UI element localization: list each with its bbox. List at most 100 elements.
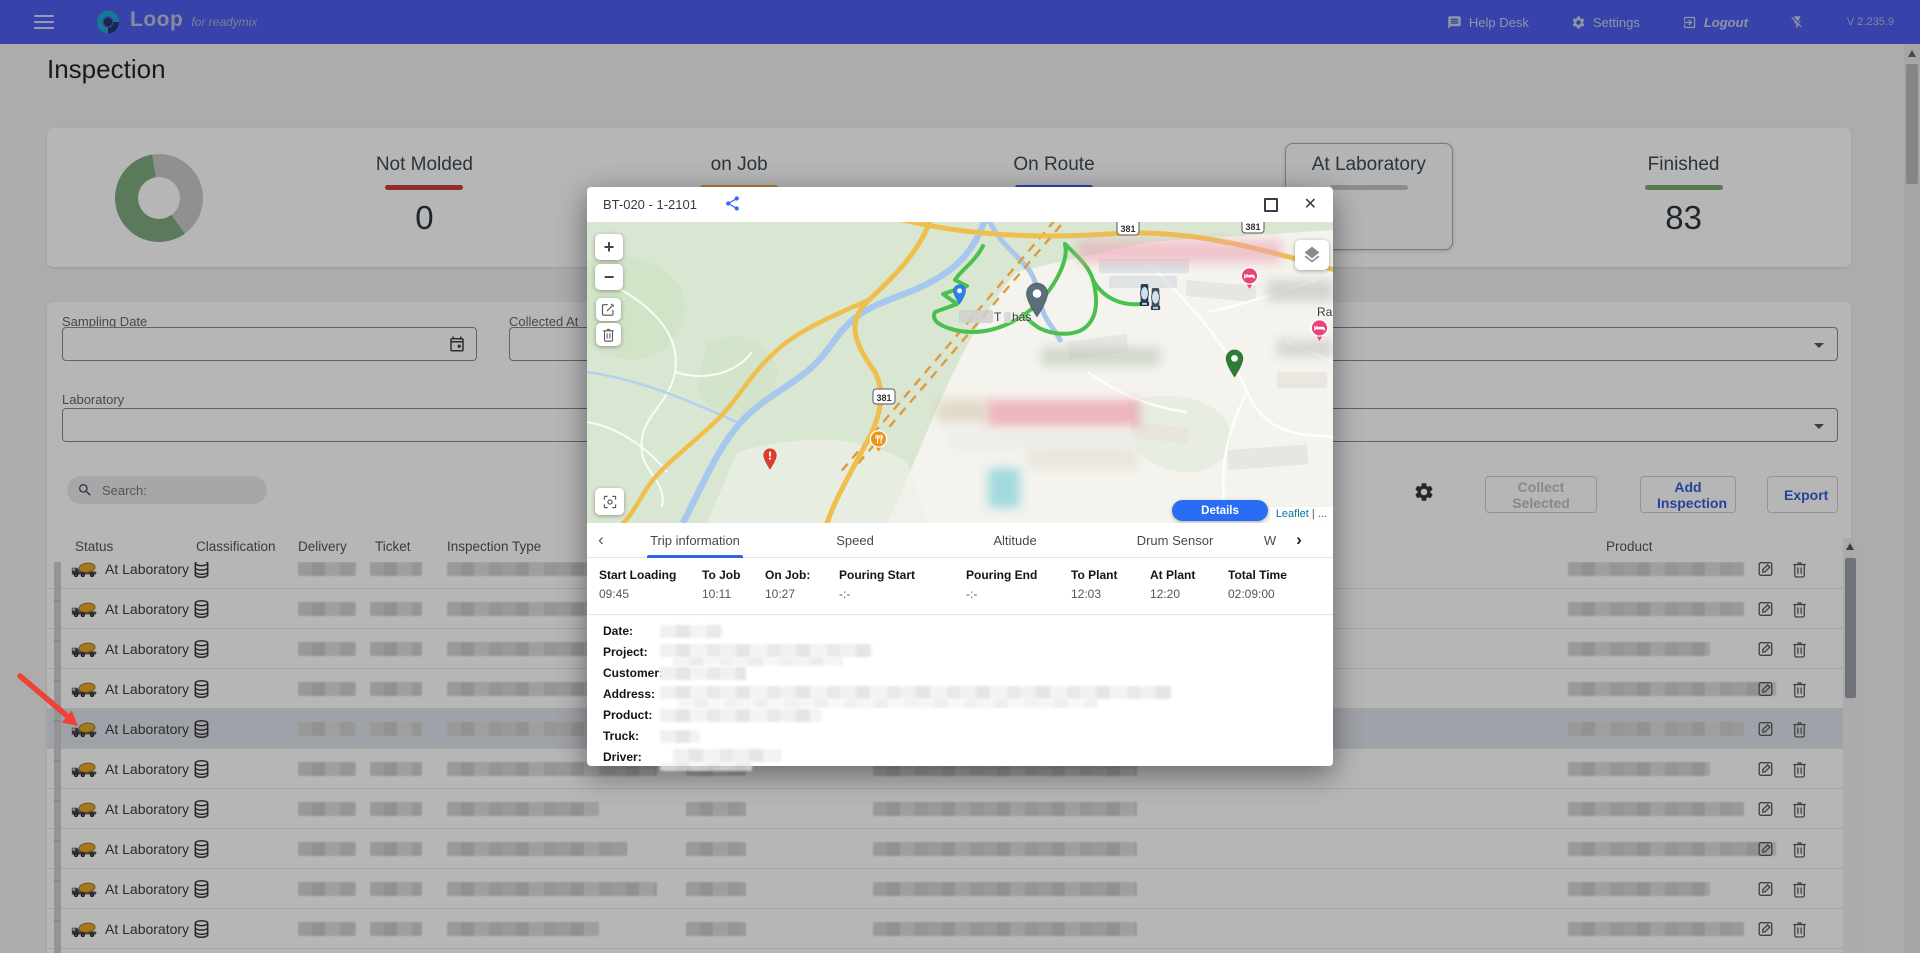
- redacted-customer: [660, 667, 746, 680]
- recenter-button[interactable]: [595, 488, 624, 515]
- tabs-scroll-left[interactable]: [587, 530, 615, 550]
- blurred-region: [937, 400, 987, 422]
- table-row[interactable]: At Laboratory: [47, 789, 1851, 829]
- edge-place-label: Ra: [1317, 305, 1333, 319]
- status-card-finished[interactable]: Finished 83: [1526, 128, 1841, 267]
- export-button[interactable]: Export: [1767, 476, 1838, 513]
- table-row[interactable]: At Laboratory: [47, 869, 1851, 909]
- redacted-product: [1568, 682, 1776, 696]
- redacted-product: [1568, 922, 1744, 936]
- blue-pin-marker[interactable]: [952, 284, 967, 305]
- alert-pin-marker[interactable]: [762, 448, 778, 470]
- redacted-product: [1568, 642, 1710, 656]
- redacted-project: [673, 657, 843, 666]
- restaurant-marker[interactable]: [869, 430, 888, 453]
- details-button[interactable]: Details: [1172, 500, 1268, 521]
- collect-selected-button[interactable]: Collect Selected: [1485, 476, 1597, 513]
- sampling-date-label: Sampling Date: [62, 314, 148, 329]
- trash-icon: [601, 327, 616, 342]
- redacted-inspection-type: [447, 922, 599, 936]
- settings-button[interactable]: Settings: [1571, 15, 1640, 30]
- redacted-product: [1568, 722, 1744, 736]
- page-scrollbar[interactable]: [1904, 44, 1920, 953]
- redacted-ticket: [370, 762, 422, 776]
- tab-drum-sensor[interactable]: Drum Sensor: [1136, 532, 1214, 548]
- redacted-address: [660, 686, 1172, 699]
- detail-label-customer: Customer:: [603, 666, 664, 680]
- leaflet-link[interactable]: Leaflet: [1275, 508, 1309, 520]
- status-card-not-molded[interactable]: Not Molded 0: [267, 128, 582, 267]
- maximize-button[interactable]: [1263, 197, 1278, 212]
- scroll-thumb[interactable]: [1906, 64, 1918, 184]
- redacted-ticket: [370, 842, 422, 856]
- search-input[interactable]: [102, 482, 242, 498]
- row-status: At Laboratory: [105, 801, 190, 817]
- blurred-region: [1277, 340, 1333, 357]
- add-inspection-button[interactable]: Add Inspection: [1640, 476, 1736, 513]
- redacted-delivery: [298, 682, 356, 696]
- search-box[interactable]: [67, 476, 267, 504]
- status-underline: [385, 185, 464, 190]
- tab-altitude[interactable]: Altitude: [993, 532, 1037, 548]
- detail-label-date: Date:: [603, 624, 634, 638]
- row-status: At Laboratory: [105, 921, 190, 937]
- status-value: 0: [415, 199, 434, 236]
- scroll-up-arrow[interactable]: [1846, 543, 1854, 550]
- row-status: At Laboratory: [105, 601, 190, 617]
- detail-label-driver: Driver:: [603, 750, 642, 764]
- hotel-marker[interactable]: [1240, 267, 1259, 290]
- redacted-ticket: [370, 882, 422, 896]
- tabs-scroll-right[interactable]: [1285, 530, 1313, 550]
- hotel-marker[interactable]: [1310, 319, 1329, 342]
- redacted-cell: [873, 882, 1137, 896]
- redacted-inspection-type: [447, 802, 599, 816]
- sampling-date-input[interactable]: [62, 327, 477, 361]
- zoom-out-button[interactable]: [595, 264, 623, 290]
- close-icon[interactable]: [1304, 197, 1317, 213]
- col-ticket: Ticket: [375, 539, 411, 554]
- trip-label: Pouring End: [966, 568, 1038, 582]
- status-value: 83: [1665, 199, 1702, 236]
- table-row[interactable]: At Laboratory: [47, 829, 1851, 869]
- table-row[interactable]: At Laboratory: [47, 909, 1851, 949]
- tab-speed[interactable]: Speed: [836, 532, 874, 548]
- edit-square-icon: [601, 302, 616, 317]
- share-icon: [724, 195, 741, 212]
- green-pin-marker[interactable]: [1224, 349, 1245, 378]
- table-left-scroll-strip[interactable]: [54, 560, 61, 953]
- trip-label: Pouring Start: [839, 568, 916, 582]
- layers-control[interactable]: [1295, 240, 1329, 270]
- trip-value: 02:09:00: [1228, 587, 1275, 601]
- redacted-ticket: [370, 562, 422, 576]
- scroll-up-arrow[interactable]: [1907, 50, 1916, 57]
- detail-label-truck: Truck:: [603, 729, 640, 743]
- col-delivery: Delivery: [298, 539, 347, 554]
- scroll-thumb[interactable]: [1845, 558, 1856, 698]
- help-desk-button[interactable]: Help Desk: [1447, 15, 1529, 30]
- route-polyline: [932, 242, 1099, 336]
- tab-water-clipped[interactable]: W: [1263, 532, 1277, 548]
- mixer-truck-map-icon[interactable]: [1147, 286, 1164, 312]
- redacted-delivery: [298, 642, 356, 656]
- tab-trip-information[interactable]: Trip information: [615, 523, 775, 558]
- redacted-delivery: [298, 842, 356, 856]
- row-status: At Laboratory: [105, 561, 190, 577]
- redacted-product: [1568, 762, 1710, 776]
- menu-icon[interactable]: [34, 15, 54, 29]
- zoom-in-button[interactable]: [595, 234, 623, 260]
- blurred-region: [949, 428, 1139, 451]
- table-scrollbar[interactable]: [1843, 538, 1858, 953]
- logout-button[interactable]: Logout: [1682, 15, 1748, 30]
- draw-delete-button[interactable]: [596, 323, 621, 346]
- redacted-ticket: [370, 722, 422, 736]
- road-shield-381: 381: [876, 393, 891, 403]
- draw-edit-button[interactable]: [596, 298, 621, 321]
- redacted-ticket: [370, 602, 422, 616]
- page-title: Inspection: [47, 54, 166, 84]
- row-status: At Laboratory: [105, 761, 190, 777]
- status-label: Not Molded: [375, 154, 473, 175]
- row-status: At Laboratory: [105, 721, 190, 737]
- redacted-delivery: [298, 922, 356, 936]
- leaflet-map[interactable]: 381 381 381 T: [587, 222, 1333, 523]
- share-button[interactable]: [723, 195, 743, 215]
